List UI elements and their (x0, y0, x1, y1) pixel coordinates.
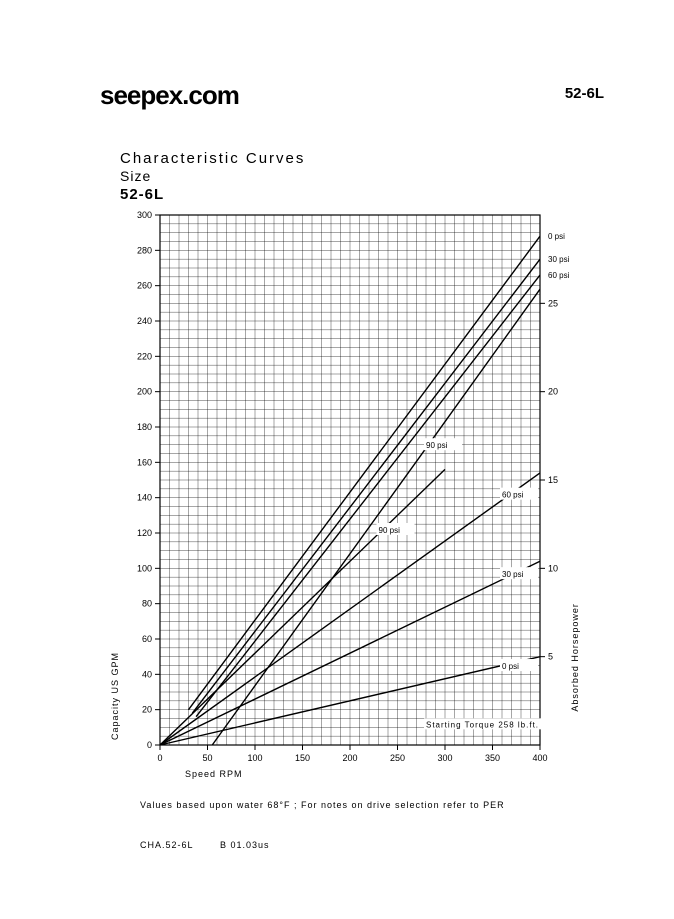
svg-text:20: 20 (548, 387, 558, 397)
svg-text:300: 300 (437, 753, 452, 763)
svg-text:90 psi: 90 psi (379, 526, 401, 535)
svg-text:15: 15 (548, 475, 558, 485)
svg-text:300: 300 (137, 210, 152, 220)
svg-text:200: 200 (137, 387, 152, 397)
characteristic-curves-chart: 0 50 100 150 200 250 300 350 400 0 20 40 60 80 100 120 1… (100, 205, 590, 785)
svg-text:260: 260 (137, 281, 152, 291)
svg-text:0 psi: 0 psi (502, 662, 519, 671)
svg-text:100: 100 (137, 563, 152, 573)
svg-text:90 psi: 90 psi (426, 441, 448, 450)
svg-text:Absorbed Horsepower: Absorbed Horsepower (570, 603, 580, 712)
svg-text:80: 80 (142, 599, 152, 609)
svg-text:Capacity US GPM: Capacity US GPM (110, 652, 120, 740)
model-code-top: 52-6L (565, 85, 604, 102)
svg-text:180: 180 (137, 422, 152, 432)
svg-text:10: 10 (548, 563, 558, 573)
svg-text:25: 25 (548, 298, 558, 308)
svg-text:60: 60 (142, 634, 152, 644)
svg-text:0 psi: 0 psi (548, 232, 565, 241)
svg-text:200: 200 (342, 753, 357, 763)
title-line-3: 52-6L (120, 186, 164, 203)
footnote-text: Values based upon water 68°F ; For notes… (140, 800, 505, 810)
svg-text:5: 5 (548, 652, 553, 662)
svg-text:250: 250 (390, 753, 405, 763)
svg-text:220: 220 (137, 351, 152, 361)
svg-text:400: 400 (532, 753, 547, 763)
svg-text:240: 240 (137, 316, 152, 326)
svg-text:60 psi: 60 psi (502, 491, 524, 500)
svg-text:20: 20 (142, 705, 152, 715)
svg-text:140: 140 (137, 493, 152, 503)
svg-text:350: 350 (485, 753, 500, 763)
svg-text:160: 160 (137, 457, 152, 467)
svg-text:60 psi: 60 psi (548, 271, 570, 280)
title-line-1: Characteristic Curves (120, 150, 305, 167)
svg-text:50: 50 (202, 753, 212, 763)
svg-text:40: 40 (142, 669, 152, 679)
svg-text:Starting Torque 258 lb.ft.: Starting Torque 258 lb.ft. (426, 720, 539, 729)
svg-text:280: 280 (137, 245, 152, 255)
brand-logo: seepex.com (100, 80, 239, 111)
svg-text:30 psi: 30 psi (502, 570, 524, 579)
svg-text:Speed RPM: Speed RPM (185, 769, 243, 779)
svg-text:120: 120 (137, 528, 152, 538)
doc-id: CHA.52-6L (140, 840, 194, 850)
svg-text:0: 0 (147, 740, 152, 750)
doc-rev: B 01.03us (220, 840, 270, 850)
svg-text:150: 150 (295, 753, 310, 763)
svg-text:100: 100 (247, 753, 262, 763)
svg-text:30 psi: 30 psi (548, 255, 570, 264)
title-line-2: Size (120, 168, 151, 184)
svg-text:0: 0 (157, 753, 162, 763)
